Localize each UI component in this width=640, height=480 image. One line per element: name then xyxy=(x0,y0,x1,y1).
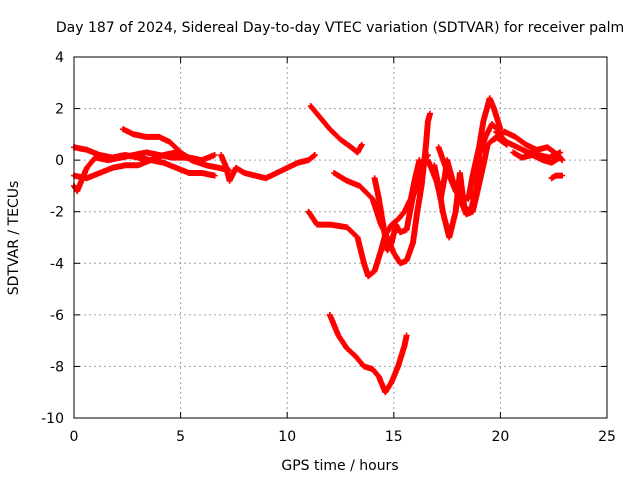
data-point-markers xyxy=(326,311,410,396)
plot-area xyxy=(71,95,566,396)
chart-title: Day 187 of 2024, Sidereal Day-to-day VTE… xyxy=(56,20,624,36)
x-tick-label: 0 xyxy=(70,429,79,445)
x-tick-label: 20 xyxy=(491,429,509,445)
data-series-track-q xyxy=(548,172,566,182)
plot-frame xyxy=(73,56,608,419)
data-point-markers xyxy=(307,103,365,156)
data-series-track-p xyxy=(510,149,564,166)
y-tick-label: 0 xyxy=(55,153,64,169)
y-tick-label: -10 xyxy=(41,411,64,427)
data-series-track-d xyxy=(120,126,233,174)
grid-lines xyxy=(74,57,607,418)
data-point-markers xyxy=(548,172,566,182)
y-tick-label: -2 xyxy=(50,205,64,221)
data-series-track-h xyxy=(305,157,423,280)
y-tick-label: 2 xyxy=(55,102,64,118)
data-series-track-o xyxy=(491,128,566,164)
x-tick-label: 25 xyxy=(598,429,616,445)
data-point-markers xyxy=(510,149,564,166)
data-series-track-f xyxy=(307,103,365,156)
y-tick-label: 4 xyxy=(55,50,64,66)
y-axis-label: SDTVAR / TECUs xyxy=(6,181,22,296)
data-point-markers xyxy=(120,126,233,174)
data-point-markers xyxy=(218,152,318,184)
x-tick-label: 15 xyxy=(385,429,403,445)
y-tick-label: -4 xyxy=(50,256,64,272)
y-tick-label: -8 xyxy=(50,359,64,375)
data-series-track-e xyxy=(218,152,318,184)
data-series-track-j xyxy=(326,311,410,396)
x-tick-label: 10 xyxy=(278,429,296,445)
y-tick-label: -6 xyxy=(50,308,64,324)
x-tick-label: 5 xyxy=(176,429,185,445)
data-series-track-i xyxy=(371,152,431,254)
data-point-markers xyxy=(491,128,566,164)
data-point-markers xyxy=(371,152,431,254)
x-axis-label: GPS time / hours xyxy=(281,458,398,474)
data-point-markers xyxy=(305,157,423,280)
